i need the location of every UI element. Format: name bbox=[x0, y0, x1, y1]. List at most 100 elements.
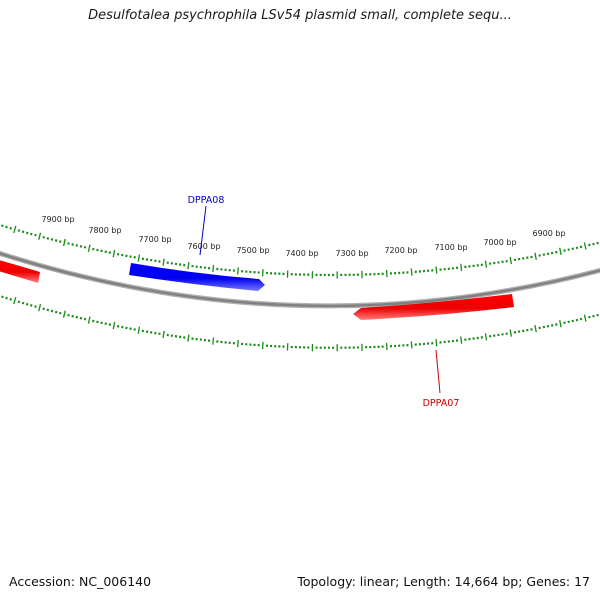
outer-major-tick bbox=[13, 225, 17, 234]
outer-minor-tick bbox=[17, 229, 21, 232]
inner-minor-tick bbox=[592, 314, 595, 318]
inner-minor-tick bbox=[75, 315, 79, 319]
inner-minor-tick bbox=[54, 310, 58, 314]
outer-minor-tick bbox=[25, 231, 29, 235]
outer-minor-tick bbox=[46, 237, 50, 240]
tick-label-7300: 7300 bp bbox=[335, 249, 368, 258]
inner-major-tick bbox=[87, 316, 91, 324]
inner-minor-tick bbox=[5, 296, 8, 300]
inner-minor-tick bbox=[59, 311, 62, 315]
inner-minor-tick bbox=[67, 313, 70, 317]
gene-dppa07-label: DPPA07 bbox=[423, 398, 460, 409]
inner-minor-tick bbox=[9, 298, 12, 301]
outer-major-tick bbox=[534, 252, 537, 260]
inner-minor-tick bbox=[579, 317, 583, 321]
outer-minor-tick bbox=[30, 232, 33, 236]
gene-dppa07-leader bbox=[435, 349, 441, 394]
inner-major-tick bbox=[237, 339, 239, 348]
inner-minor-tick bbox=[50, 309, 54, 313]
accession-text: Accession: NC_006140 bbox=[9, 574, 152, 589]
inner-minor-tick bbox=[21, 301, 25, 305]
tick-label-7100: 7100 bp bbox=[434, 243, 467, 252]
inner-minor-tick bbox=[104, 322, 107, 326]
inner-minor-tick bbox=[596, 313, 599, 317]
gene-dppa07[interactable] bbox=[353, 294, 514, 320]
inner-minor-tick bbox=[17, 300, 21, 304]
outer-major-tick bbox=[38, 232, 42, 240]
outer-minor-tick bbox=[42, 236, 45, 239]
outer-major-tick bbox=[484, 260, 488, 268]
inner-major-tick bbox=[484, 333, 488, 341]
outer-major-tick bbox=[62, 238, 66, 247]
outer-minor-tick bbox=[5, 225, 8, 229]
inner-major-tick bbox=[509, 329, 513, 337]
inner-minor-tick bbox=[25, 302, 29, 306]
inner-major-tick bbox=[410, 341, 413, 349]
outer-tick-ring bbox=[1, 224, 599, 279]
gene-dppa08-label: DPPA08 bbox=[188, 195, 225, 206]
gene-dppa08[interactable] bbox=[129, 263, 265, 291]
outer-minor-tick bbox=[588, 243, 591, 247]
outer-minor-tick bbox=[67, 242, 70, 245]
tick-label-7000: 7000 bp bbox=[483, 238, 516, 247]
outer-minor-tick bbox=[555, 250, 558, 254]
summary-text: Topology: linear; Length: 14,664 bp; Gen… bbox=[297, 574, 590, 589]
outer-major-tick bbox=[435, 266, 438, 274]
tick-label-7400: 7400 bp bbox=[285, 249, 318, 258]
inner-major-tick bbox=[187, 334, 190, 342]
gene-dppa08-leader bbox=[199, 205, 207, 256]
outer-minor-tick bbox=[50, 238, 54, 241]
outer-major-tick bbox=[137, 254, 141, 262]
gene-partial-left[interactable] bbox=[0, 259, 40, 283]
inner-minor-tick bbox=[550, 324, 554, 327]
inner-major-tick bbox=[162, 330, 165, 339]
outer-minor-tick bbox=[59, 240, 62, 243]
outer-minor-tick bbox=[79, 245, 83, 248]
inner-minor-tick bbox=[92, 319, 95, 323]
outer-minor-tick bbox=[34, 233, 37, 237]
backbone-inner bbox=[0, 252, 600, 308]
inner-major-tick bbox=[112, 321, 116, 330]
inner-minor-tick bbox=[96, 320, 99, 324]
outer-minor-tick bbox=[1, 224, 4, 228]
inner-minor-tick bbox=[79, 316, 83, 320]
outer-major-tick bbox=[187, 262, 190, 270]
inner-major-tick bbox=[62, 310, 66, 318]
tick-label-7700: 7700 bp bbox=[138, 235, 171, 244]
inner-major-tick bbox=[13, 297, 17, 305]
outer-minor-tick bbox=[71, 243, 74, 246]
inner-minor-tick bbox=[567, 320, 570, 324]
inner-minor-tick bbox=[42, 307, 45, 311]
outer-major-tick bbox=[509, 256, 513, 265]
inner-major-tick bbox=[460, 336, 463, 344]
inner-major-tick bbox=[559, 319, 562, 328]
outer-major-tick bbox=[559, 247, 562, 256]
outer-major-tick bbox=[162, 258, 165, 266]
outer-minor-tick bbox=[21, 230, 25, 234]
outer-minor-tick bbox=[104, 250, 107, 254]
inner-minor-tick bbox=[34, 305, 37, 308]
inner-major-tick bbox=[534, 324, 537, 333]
inner-minor-tick bbox=[30, 304, 33, 307]
tick-label-7800: 7800 bp bbox=[88, 226, 121, 235]
inner-minor-tick bbox=[46, 308, 50, 312]
outer-minor-tick bbox=[96, 248, 99, 252]
outer-minor-tick bbox=[592, 242, 595, 246]
outer-major-tick bbox=[112, 249, 116, 258]
outer-minor-tick bbox=[54, 239, 58, 242]
tick-label-6900: 6900 bp bbox=[532, 229, 565, 238]
outer-major-tick bbox=[212, 264, 215, 273]
tick-label-7200: 7200 bp bbox=[384, 246, 417, 255]
scale-labels: 7900 bp 7800 bp 7700 bp 7600 bp 7500 bp … bbox=[41, 215, 565, 258]
tick-label-7900: 7900 bp bbox=[41, 215, 74, 224]
outer-minor-tick bbox=[108, 251, 112, 254]
outer-minor-tick bbox=[83, 246, 87, 249]
inner-minor-tick bbox=[108, 323, 112, 326]
outer-minor-tick bbox=[563, 249, 566, 252]
outer-major-tick bbox=[87, 244, 91, 252]
outer-major-tick bbox=[237, 267, 239, 275]
outer-major-tick bbox=[460, 263, 463, 272]
inner-minor-tick bbox=[71, 314, 74, 318]
outer-minor-tick bbox=[567, 248, 570, 251]
